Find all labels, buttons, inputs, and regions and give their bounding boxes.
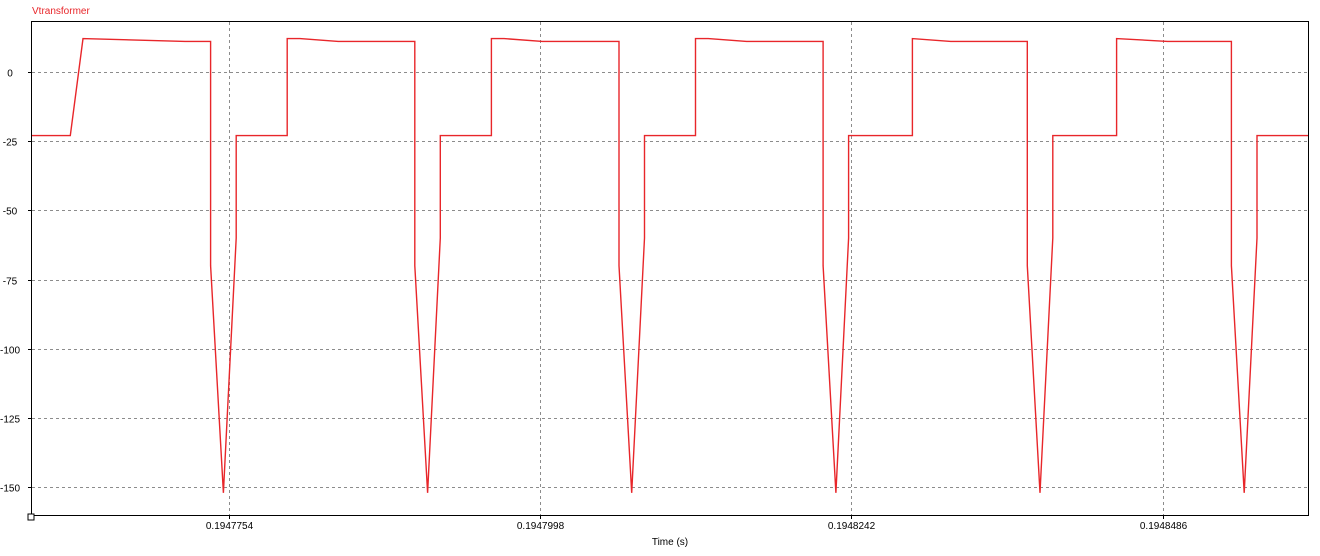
x-tick-label: 0.1947998	[517, 521, 565, 532]
y-tick-label: -25	[3, 138, 18, 149]
x-axis-ticks: 0.1947754 0.1947998 0.1948242 0.1948486	[206, 515, 1188, 532]
series-label-vtransformer: Vtransformer	[32, 6, 90, 17]
plot-frame	[31, 21, 1309, 516]
x-axis-label: Time (s)	[652, 537, 688, 548]
y-tick-label: -75	[3, 277, 18, 288]
grid-lines	[32, 22, 1308, 515]
y-axis-ticks: 0 -25 -50 -75 -100 -125 -150	[0, 69, 32, 495]
y-tick-label: -125	[0, 415, 20, 426]
y-tick-label: -100	[0, 346, 20, 357]
y-tick-label: -50	[3, 207, 18, 218]
series-line-vtransformer	[32, 37, 1308, 493]
x-tick-label: 0.1948486	[1140, 521, 1188, 532]
y-tick-label: -150	[0, 484, 20, 495]
x-tick-label: 0.1948242	[828, 521, 876, 532]
y-tick-label: 0	[7, 69, 13, 80]
x-tick-label: 0.1947754	[206, 521, 254, 532]
axis-corner-handle[interactable]	[27, 513, 35, 521]
series-layer	[32, 37, 1308, 493]
